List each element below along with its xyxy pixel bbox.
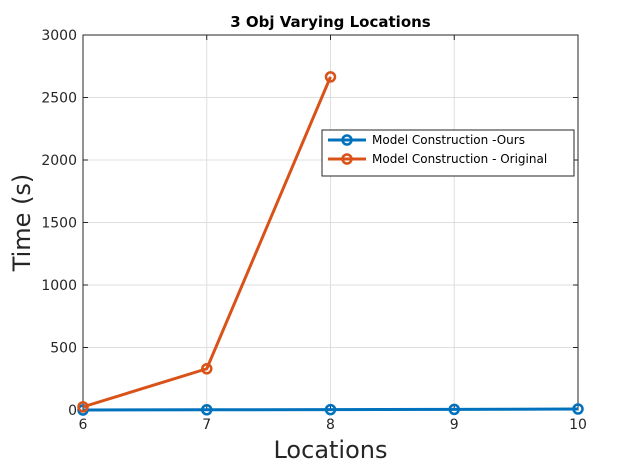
y-tick-label: 0 (68, 403, 77, 419)
data-point (201, 404, 213, 416)
legend-marker (341, 134, 353, 146)
series-line (82, 76, 332, 409)
x-tick-label: 9 (450, 417, 459, 433)
legend-label: Model Construction - Original (372, 152, 547, 166)
data-point (572, 403, 584, 415)
series (77, 71, 584, 416)
x-tick-label: 8 (326, 417, 335, 433)
x-axis-title: Locations (273, 436, 387, 464)
series-2 (77, 71, 337, 413)
legend: Model Construction -Ours Model Constructi… (321, 129, 575, 177)
data-point (77, 401, 89, 413)
tick-labels: 6 7 8 9 10 0 500 1000 1500 2000 2500 3000 (41, 28, 587, 433)
series-line (82, 407, 579, 412)
x-tick-label: 6 (79, 417, 88, 433)
legend-item: Model Construction -Ours (328, 133, 525, 147)
y-tick-label: 500 (50, 341, 77, 357)
data-point (448, 403, 460, 416)
legend-marker (341, 153, 353, 165)
x-tick-label: 10 (569, 417, 587, 433)
y-tick-label: 1500 (41, 216, 77, 232)
legend-item: Model Construction - Original (328, 152, 547, 166)
legend-label: Model Construction -Ours (372, 133, 525, 147)
data-point (201, 363, 213, 375)
y-tick-label: 3000 (41, 28, 77, 44)
data-point (324, 403, 337, 416)
legend-box (321, 129, 575, 177)
x-tick-label: 7 (202, 417, 211, 433)
y-tick-label: 1000 (41, 278, 77, 294)
y-axis-title: Time (s) (8, 174, 36, 273)
y-tick-label: 2000 (41, 153, 77, 169)
series-1 (77, 403, 584, 416)
chart-title: 3 Obj Varying Locations (230, 13, 431, 31)
data-point (324, 71, 337, 83)
y-tick-label: 2500 (41, 91, 77, 107)
